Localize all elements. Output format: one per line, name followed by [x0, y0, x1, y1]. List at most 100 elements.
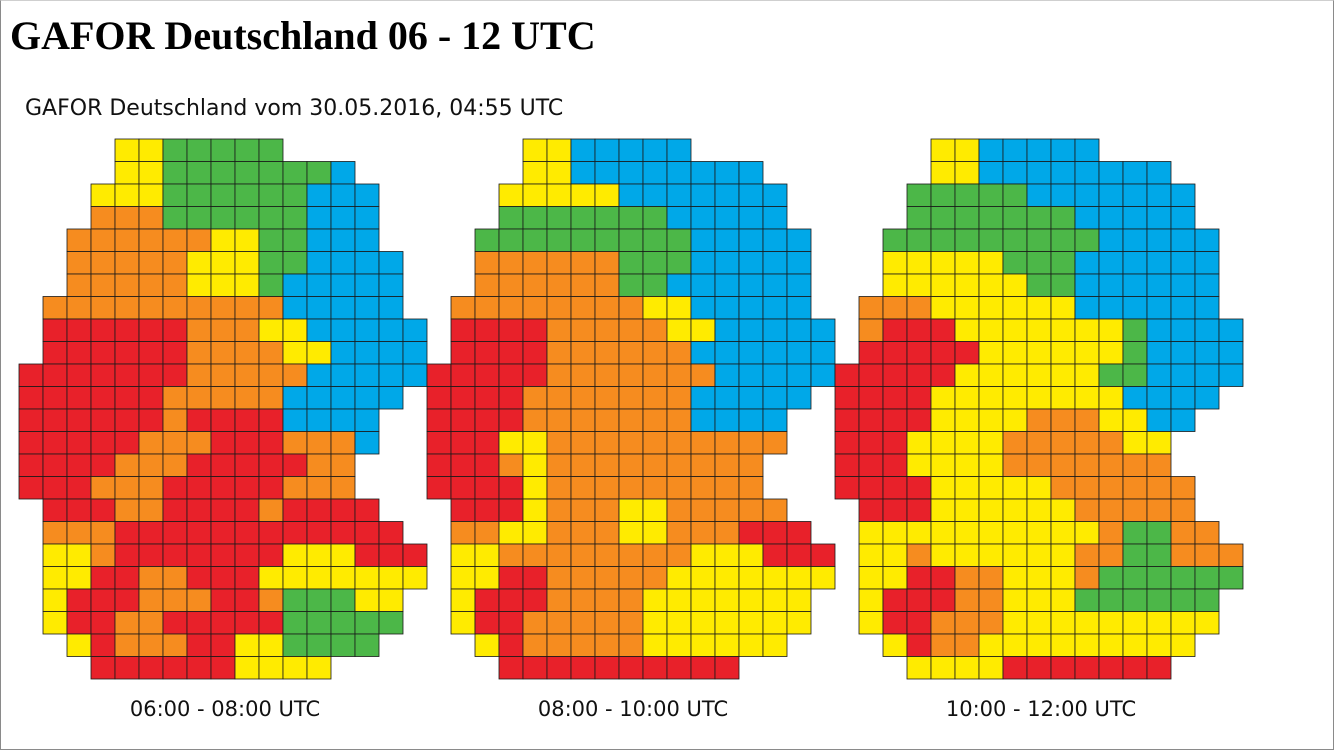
region-charlie	[306, 386, 332, 410]
region-x-ray	[498, 633, 524, 657]
region-charlie	[306, 183, 332, 207]
region-delta	[1002, 521, 1028, 545]
region-x-ray	[90, 498, 116, 522]
region-delta	[882, 273, 908, 297]
region-delta	[1194, 611, 1220, 635]
region-mike	[1002, 431, 1028, 455]
region-x-ray	[474, 386, 500, 410]
region-charlie	[1074, 273, 1100, 297]
region-delta	[714, 543, 740, 567]
region-x-ray	[498, 318, 524, 342]
region-x-ray	[474, 498, 500, 522]
region-x-ray	[378, 521, 404, 545]
region-delta	[978, 633, 1004, 657]
region-x-ray	[738, 521, 764, 545]
region-oscar	[1194, 588, 1220, 612]
region-x-ray	[306, 498, 332, 522]
region-oscar	[282, 161, 308, 185]
region-delta	[690, 633, 716, 657]
region-charlie	[714, 408, 740, 432]
region-oscar	[258, 228, 284, 252]
region-x-ray	[1026, 656, 1052, 680]
region-x-ray	[906, 566, 932, 590]
region-mike	[114, 228, 140, 252]
region-mike	[546, 431, 572, 455]
region-oscar	[1146, 543, 1172, 567]
region-x-ray	[450, 386, 476, 410]
region-mike	[234, 363, 260, 387]
region-x-ray	[234, 588, 260, 612]
region-x-ray	[714, 656, 740, 680]
region-charlie	[1170, 183, 1196, 207]
region-oscar	[1002, 228, 1028, 252]
region-delta	[114, 138, 140, 162]
region-mike	[306, 453, 332, 477]
region-charlie	[762, 273, 788, 297]
region-x-ray	[42, 408, 68, 432]
region-x-ray	[138, 318, 164, 342]
region-delta	[282, 543, 308, 567]
region-charlie	[1194, 273, 1220, 297]
region-x-ray	[522, 566, 548, 590]
region-mike	[978, 588, 1004, 612]
region-delta	[354, 588, 380, 612]
region-x-ray	[210, 408, 236, 432]
region-mike	[690, 453, 716, 477]
region-oscar	[1026, 273, 1052, 297]
region-oscar	[642, 251, 668, 275]
region-delta	[954, 498, 980, 522]
region-charlie	[1170, 341, 1196, 365]
region-delta	[690, 588, 716, 612]
region-charlie	[330, 318, 356, 342]
region-mike	[162, 453, 188, 477]
region-oscar	[906, 228, 932, 252]
region-delta	[570, 183, 596, 207]
region-x-ray	[834, 363, 860, 387]
region-x-ray	[930, 341, 956, 365]
region-x-ray	[1074, 656, 1100, 680]
region-x-ray	[234, 408, 260, 432]
region-oscar	[306, 633, 332, 657]
region-mike	[90, 228, 116, 252]
region-delta	[738, 543, 764, 567]
region-delta	[402, 566, 428, 590]
region-mike	[594, 521, 620, 545]
region-delta	[282, 341, 308, 365]
region-oscar	[1122, 588, 1148, 612]
region-charlie	[738, 273, 764, 297]
region-x-ray	[522, 341, 548, 365]
region-x-ray	[882, 476, 908, 500]
region-delta	[1122, 431, 1148, 455]
region-x-ray	[258, 543, 284, 567]
region-x-ray	[858, 386, 884, 410]
region-x-ray	[594, 656, 620, 680]
region-charlie	[1194, 341, 1220, 365]
region-oscar	[162, 161, 188, 185]
region-x-ray	[162, 543, 188, 567]
region-x-ray	[186, 633, 212, 657]
region-oscar	[930, 228, 956, 252]
region-mike	[1098, 521, 1124, 545]
region-mike	[234, 341, 260, 365]
region-x-ray	[114, 656, 140, 680]
region-x-ray	[1050, 656, 1076, 680]
region-x-ray	[138, 656, 164, 680]
region-x-ray	[786, 521, 812, 545]
region-x-ray	[858, 341, 884, 365]
region-oscar	[1146, 588, 1172, 612]
region-x-ray	[522, 656, 548, 680]
region-oscar	[954, 206, 980, 230]
region-x-ray	[834, 453, 860, 477]
region-oscar	[1050, 206, 1076, 230]
region-delta	[474, 633, 500, 657]
region-delta	[1146, 431, 1172, 455]
region-delta	[1074, 318, 1100, 342]
region-oscar	[1074, 588, 1100, 612]
region-charlie	[714, 228, 740, 252]
gafor-map-0800-1000	[423, 136, 843, 681]
region-charlie	[618, 183, 644, 207]
region-charlie	[1074, 138, 1100, 162]
region-delta	[1098, 341, 1124, 365]
region-charlie	[330, 251, 356, 275]
region-x-ray	[354, 543, 380, 567]
